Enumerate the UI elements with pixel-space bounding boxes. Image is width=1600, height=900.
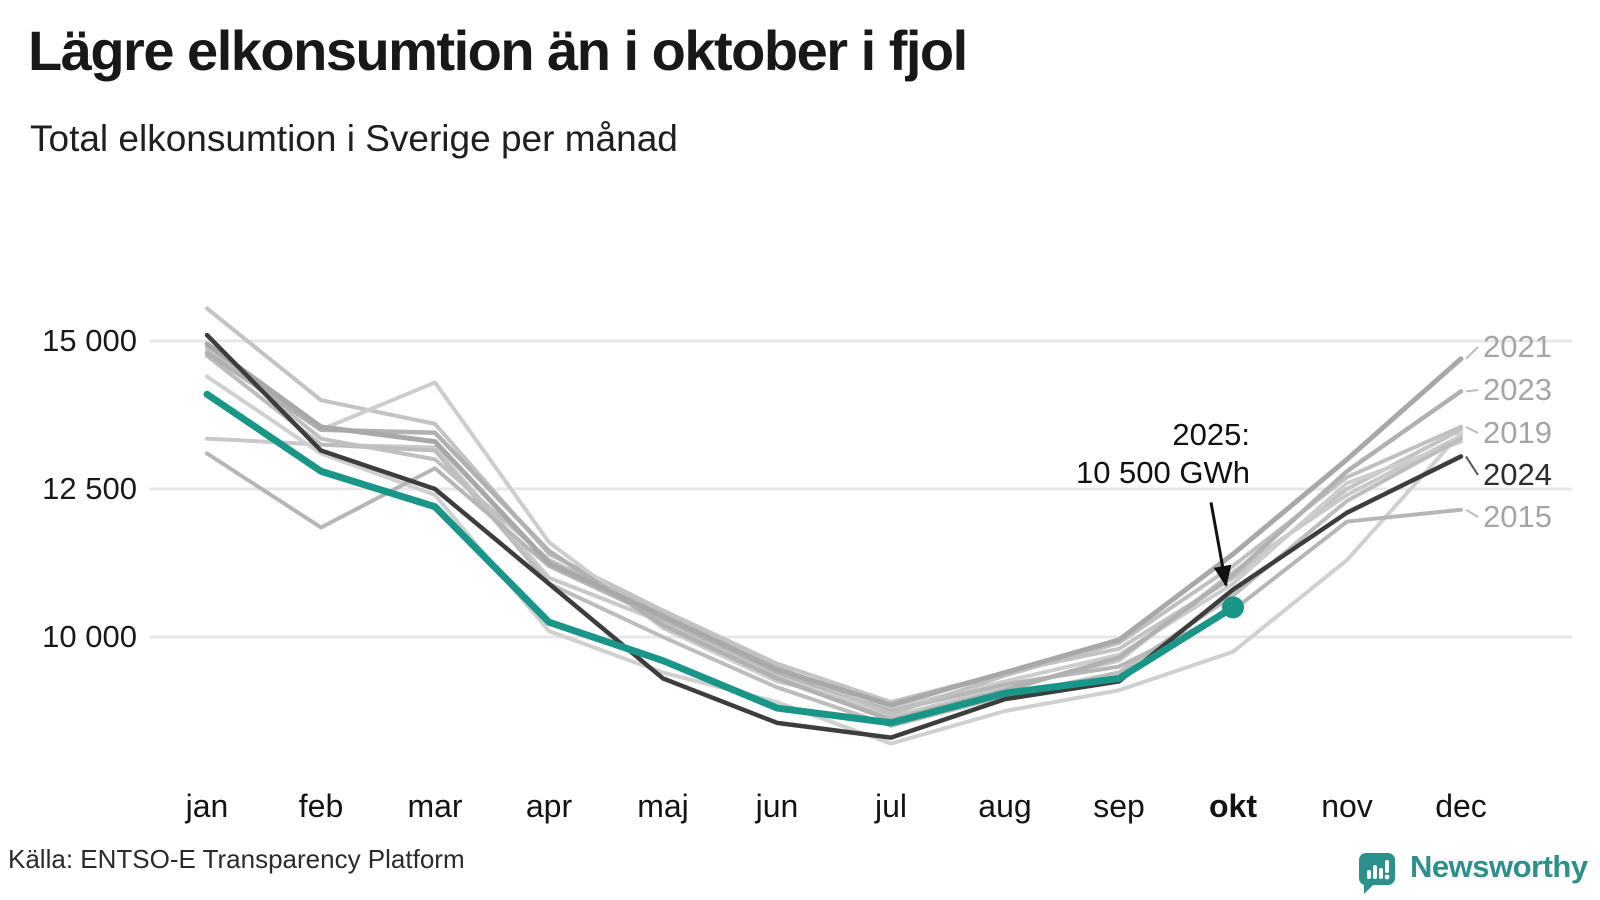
series-line-2023 xyxy=(204,350,1464,723)
end-label-2015: 2015 xyxy=(1483,499,1552,534)
annotation-line2: 10 500 GWh xyxy=(1075,455,1250,490)
x-tick-label-maj: maj xyxy=(637,788,689,824)
end-label-connectors xyxy=(1465,346,1479,518)
x-tick-label-okt: okt xyxy=(1209,788,1257,824)
annotation-arrow xyxy=(1209,502,1232,587)
y-tick-label: 10 000 xyxy=(42,619,137,654)
x-tick-label-sep: sep xyxy=(1093,788,1145,824)
end-label-2021: 2021 xyxy=(1483,329,1552,364)
y-tick-label: 15 000 xyxy=(42,323,137,358)
series-line-2020 xyxy=(205,374,1463,746)
x-tick-label-dec: dec xyxy=(1435,788,1487,824)
x-tick-label-jul: jul xyxy=(874,788,907,824)
series-line-2024 xyxy=(204,332,1464,740)
annotation-label: 2025: 10 500 GWh xyxy=(1076,416,1250,492)
end-label-2019: 2019 xyxy=(1483,415,1552,450)
annotation-line1: 2025: xyxy=(1172,417,1250,452)
series-lines xyxy=(203,306,1464,746)
x-tick-label-apr: apr xyxy=(525,788,573,824)
series-line-2016 xyxy=(205,306,1463,705)
x-tick-label-jan: jan xyxy=(185,788,229,824)
page-title: Lägre elkonsumtion än i oktober i fjol xyxy=(28,19,968,82)
series-line-2019 xyxy=(205,344,1463,716)
current-value-dot xyxy=(1222,596,1244,619)
y-tick-label: 12 500 xyxy=(42,471,137,506)
series-line-2018 xyxy=(205,347,1463,711)
x-tick-label-feb: feb xyxy=(298,788,344,824)
x-tick-label-jun: jun xyxy=(755,788,799,824)
newsworthy-logo-icon xyxy=(1358,853,1395,894)
x-tick-label-aug: aug xyxy=(978,788,1032,824)
x-tick-label-mar: mar xyxy=(407,788,463,824)
end-label-2023: 2023 xyxy=(1483,372,1552,407)
x-tick-label-nov: nov xyxy=(1321,788,1373,824)
series-line-2022 xyxy=(205,353,1463,728)
series-line-2021 xyxy=(204,341,1464,708)
page-subtitle: Total elkonsumtion i Sverige per månad xyxy=(30,118,678,159)
end-label-2024: 2024 xyxy=(1483,457,1552,492)
brand-name: Newsworthy xyxy=(1410,849,1588,884)
source-note: Källa: ENTSO-E Transparency Platform xyxy=(8,844,465,874)
series-line-2025 xyxy=(203,390,1237,727)
